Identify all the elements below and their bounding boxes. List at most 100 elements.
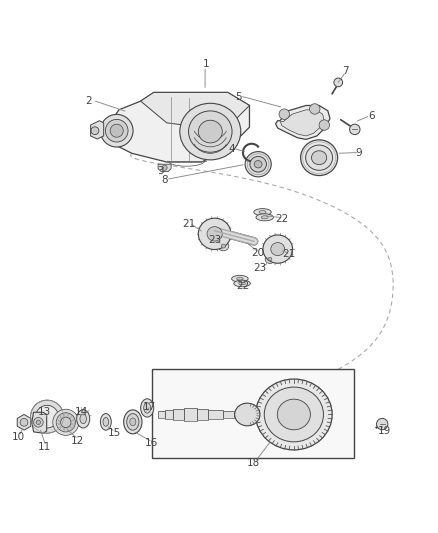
Text: 7: 7 [342,66,349,76]
Text: 6: 6 [368,111,374,122]
Polygon shape [91,120,104,139]
Circle shape [31,400,64,433]
Text: 21: 21 [282,249,295,260]
Ellipse shape [263,235,293,263]
Text: 4: 4 [229,144,235,154]
Ellipse shape [254,208,271,215]
Circle shape [334,78,343,87]
Ellipse shape [250,156,266,172]
Ellipse shape [277,399,311,430]
Circle shape [71,424,74,428]
Ellipse shape [36,420,41,424]
Circle shape [56,413,75,432]
Circle shape [71,421,75,424]
Ellipse shape [264,387,323,442]
Text: 14: 14 [75,407,88,417]
Ellipse shape [34,417,43,427]
Ellipse shape [311,151,327,165]
Text: 16: 16 [145,438,158,448]
Polygon shape [165,410,173,419]
Ellipse shape [188,111,232,152]
Text: 22: 22 [237,281,250,291]
Ellipse shape [103,417,109,426]
Ellipse shape [232,276,248,282]
Circle shape [60,414,64,418]
Ellipse shape [218,241,229,251]
Polygon shape [197,409,208,419]
Text: 23: 23 [208,236,221,245]
Polygon shape [280,110,324,136]
Ellipse shape [300,140,338,175]
Ellipse shape [306,145,332,171]
Ellipse shape [144,403,151,413]
Text: 19: 19 [378,426,391,436]
Polygon shape [32,413,47,433]
Text: 2: 2 [85,96,92,106]
Polygon shape [141,92,250,127]
Text: 21: 21 [182,219,195,229]
Text: 13: 13 [38,407,52,417]
Ellipse shape [207,227,222,241]
Circle shape [162,165,167,171]
Ellipse shape [245,151,271,177]
Bar [152,369,354,458]
Text: 10: 10 [11,432,25,442]
Text: 5: 5 [235,92,242,102]
Circle shape [58,424,61,428]
Text: 23: 23 [254,263,267,273]
Ellipse shape [271,243,285,256]
Polygon shape [276,106,330,140]
Circle shape [53,409,79,435]
Ellipse shape [80,414,86,424]
Circle shape [350,124,360,135]
Circle shape [60,417,71,427]
Ellipse shape [127,414,139,430]
Text: 1: 1 [203,59,209,69]
Circle shape [58,417,61,421]
Polygon shape [17,415,31,430]
Circle shape [60,427,64,431]
Ellipse shape [254,160,262,168]
Circle shape [319,120,329,130]
Polygon shape [158,164,171,172]
Circle shape [310,104,320,114]
Ellipse shape [256,214,273,221]
Ellipse shape [234,280,251,287]
Ellipse shape [130,418,136,426]
Ellipse shape [268,257,272,261]
Text: 11: 11 [38,442,52,451]
Ellipse shape [77,410,90,428]
Text: 18: 18 [247,458,261,468]
Ellipse shape [100,115,133,147]
Polygon shape [173,409,184,419]
Circle shape [36,405,58,428]
Polygon shape [158,411,165,417]
Circle shape [279,109,290,119]
Circle shape [71,417,74,421]
Ellipse shape [237,277,243,280]
Ellipse shape [198,120,222,143]
Text: 12: 12 [71,435,84,446]
Circle shape [57,421,60,424]
Ellipse shape [261,216,268,219]
Ellipse shape [124,410,142,434]
Ellipse shape [255,379,332,450]
Circle shape [68,414,71,418]
Circle shape [20,418,28,426]
Circle shape [377,418,388,430]
Circle shape [64,413,67,417]
Ellipse shape [110,124,123,137]
Ellipse shape [235,403,260,426]
Ellipse shape [100,414,111,430]
Circle shape [68,427,71,431]
Polygon shape [223,411,234,418]
Text: 17: 17 [143,402,156,411]
Text: 8: 8 [161,175,168,185]
Ellipse shape [239,282,245,285]
Text: 22: 22 [276,214,289,224]
Ellipse shape [198,218,231,249]
Ellipse shape [180,103,241,160]
Text: 20: 20 [251,248,265,259]
Ellipse shape [265,255,275,263]
Ellipse shape [259,211,266,214]
